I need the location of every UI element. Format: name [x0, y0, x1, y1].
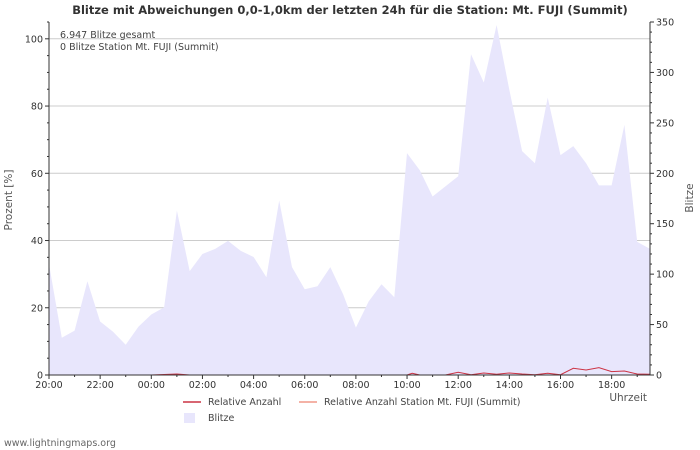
y-left-tick-labels: 0 20 40 60 80 100 [25, 34, 43, 381]
x-tick-label: 18:00 [598, 380, 625, 391]
area-blitze [49, 25, 650, 375]
legend-blitze-box [184, 413, 195, 423]
axes [45, 21, 654, 379]
y-right-tick-label: 250 [656, 118, 674, 129]
footer-credit: www.lightningmaps.org [4, 438, 116, 449]
y-left-tick-label: 100 [25, 34, 43, 45]
y-left-tick-label: 0 [37, 371, 43, 382]
y-left-label: Prozent [%] [3, 170, 15, 231]
x-tick-label: 16:00 [547, 380, 574, 391]
x-tick-label: 00:00 [138, 380, 165, 391]
legend-relative-label: Relative Anzahl [208, 397, 281, 408]
y-right-tick-label: 150 [656, 219, 674, 230]
y-left-tick-label: 40 [31, 236, 43, 247]
y-right-tick-label: 200 [656, 169, 674, 180]
chart-title: Blitze mit Abweichungen 0,0-1,0km der le… [72, 3, 628, 17]
x-tick-label: 14:00 [496, 380, 523, 391]
x-tick-label: 12:00 [444, 380, 471, 391]
y-right-tick-label: 350 [656, 18, 674, 29]
y-right-tick-label: 50 [656, 320, 668, 331]
area-layer [49, 25, 650, 375]
y-left-tick-label: 80 [31, 102, 43, 113]
x-tick-labels: 20:00 22:00 00:00 02:00 04:00 06:00 08:00 10:00… [35, 380, 625, 391]
y-right-label: Blitze [684, 183, 696, 212]
y-right-tick-label: 0 [656, 371, 662, 382]
x-tick-label: 22:00 [86, 380, 113, 391]
x-tick-label: 20:00 [35, 380, 62, 391]
legend-station-label: Relative Anzahl Station Mt. FUJI (Summit… [324, 397, 520, 408]
x-axis-label: Uhrzeit [609, 392, 647, 404]
x-tick-label: 02:00 [189, 380, 216, 391]
legend: Relative Anzahl Relative Anzahl Station … [183, 397, 520, 424]
x-tick-label: 08:00 [342, 380, 369, 391]
legend-blitze-label: Blitze [208, 413, 235, 424]
y-left-tick-label: 20 [31, 303, 43, 314]
y-right-tick-label: 300 [656, 68, 674, 79]
y-left-tick-label: 60 [31, 169, 43, 180]
x-tick-label: 10:00 [393, 380, 420, 391]
y-right-tick-label: 100 [656, 270, 674, 281]
info-station-strikes: 0 Blitze Station Mt. FUJI (Summit) [60, 42, 219, 53]
x-tick-label: 04:00 [240, 380, 267, 391]
y-right-tick-labels: 0 50 100 150 200 250 300 350 [656, 18, 674, 382]
x-tick-label: 06:00 [291, 380, 318, 391]
info-total-strikes: 6.947 Blitze gesamt [60, 30, 155, 41]
